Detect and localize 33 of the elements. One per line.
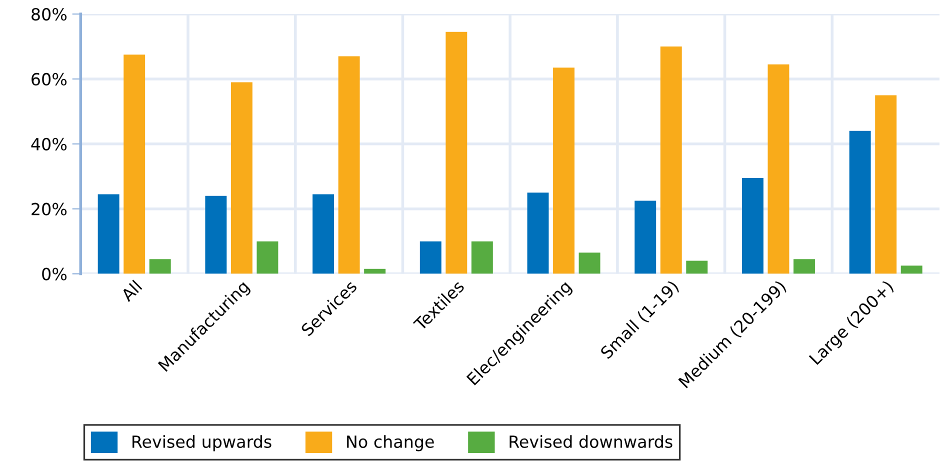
bar bbox=[849, 130, 871, 274]
bar bbox=[98, 194, 120, 274]
bar bbox=[149, 259, 171, 274]
bar bbox=[660, 46, 682, 274]
bar bbox=[364, 268, 386, 274]
y-tick-label: 80% bbox=[32, 8, 67, 21]
bar bbox=[338, 56, 360, 274]
y-tick-label: 0% bbox=[42, 268, 67, 280]
bar bbox=[205, 196, 227, 274]
bar bbox=[578, 252, 600, 274]
x-tick-label: All bbox=[120, 280, 142, 302]
bar bbox=[256, 241, 278, 274]
bar bbox=[230, 82, 252, 274]
bar bbox=[124, 54, 146, 274]
bar bbox=[794, 259, 815, 274]
bar bbox=[634, 200, 656, 274]
y-tick-label: 40% bbox=[31, 138, 67, 150]
bar bbox=[742, 178, 764, 274]
bar bbox=[768, 64, 790, 274]
bar bbox=[527, 192, 549, 274]
legend-label: Revised upwards bbox=[132, 435, 272, 452]
bar bbox=[446, 32, 468, 274]
y-tick-label: 60% bbox=[32, 72, 67, 86]
bar bbox=[420, 241, 442, 274]
legend-label: Revised downwards bbox=[510, 435, 672, 448]
bar bbox=[686, 260, 708, 274]
bar bbox=[900, 266, 922, 274]
bar bbox=[312, 194, 334, 274]
bar bbox=[875, 95, 897, 274]
legend-label: No change bbox=[347, 435, 434, 452]
y-tick-label: 20% bbox=[32, 202, 67, 216]
bar bbox=[471, 241, 493, 274]
bar bbox=[553, 68, 574, 274]
